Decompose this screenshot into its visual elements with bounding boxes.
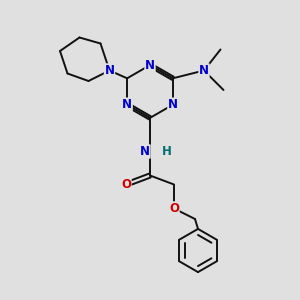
Text: N: N xyxy=(199,64,209,77)
Text: H: H xyxy=(162,145,171,158)
Text: N: N xyxy=(104,64,115,77)
Text: N: N xyxy=(140,145,150,158)
Text: O: O xyxy=(121,178,131,191)
Text: N: N xyxy=(168,98,178,111)
Text: N: N xyxy=(145,58,155,72)
Text: O: O xyxy=(169,202,179,215)
Text: N: N xyxy=(122,98,132,111)
